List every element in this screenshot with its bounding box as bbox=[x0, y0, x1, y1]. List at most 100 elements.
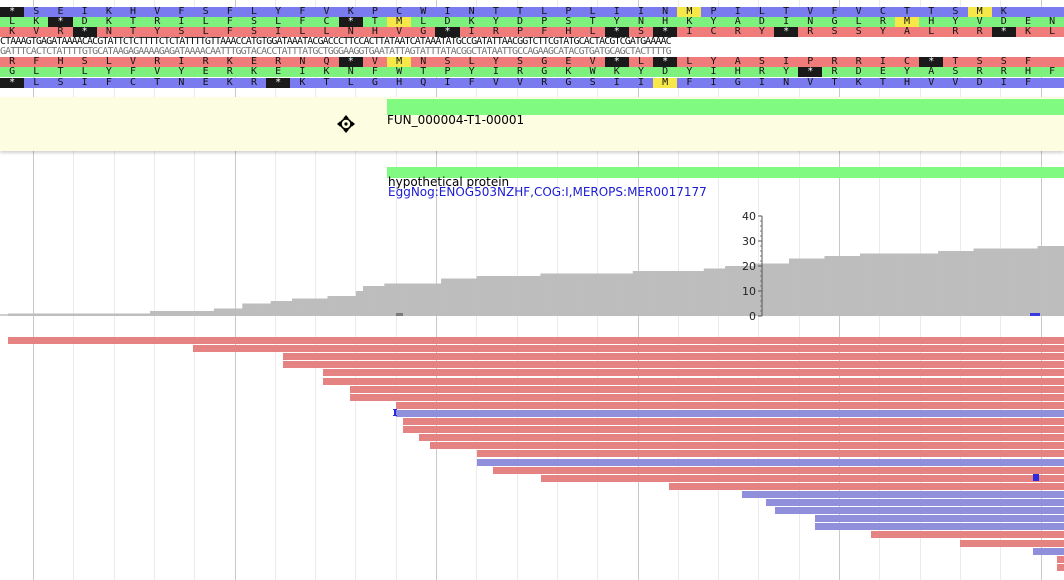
coverage-bar bbox=[1058, 246, 1064, 316]
amino-acid: R bbox=[154, 17, 161, 27]
coverage-bar bbox=[228, 308, 236, 316]
coverage-bar bbox=[987, 248, 996, 316]
coverage-bar bbox=[938, 251, 946, 316]
forward-read[interactable] bbox=[541, 474, 1064, 482]
amino-acid: S bbox=[33, 7, 40, 17]
forward-read[interactable] bbox=[403, 418, 1064, 425]
coverage-bar bbox=[618, 273, 626, 316]
amino-acid: D bbox=[444, 17, 451, 27]
reverse-read[interactable] bbox=[775, 507, 1064, 515]
amino-acid: P bbox=[517, 27, 524, 37]
coverage-bar bbox=[64, 313, 73, 316]
coverage-bar bbox=[448, 278, 456, 316]
amino-acid: C bbox=[396, 7, 403, 17]
amino-acid: R bbox=[275, 57, 282, 67]
amino-acid: L bbox=[33, 78, 40, 88]
forward-read[interactable] bbox=[350, 385, 1064, 393]
reverse-read[interactable] bbox=[766, 499, 1064, 506]
amino-acid: * bbox=[653, 27, 678, 37]
grid-line bbox=[114, 0, 115, 580]
coverage-bar bbox=[22, 313, 30, 316]
coverage-bar bbox=[441, 278, 449, 316]
amino-acid: Y bbox=[758, 27, 765, 37]
coverage-bar bbox=[895, 253, 903, 316]
forward-read[interactable] bbox=[1057, 563, 1064, 571]
forward-read[interactable] bbox=[323, 369, 1064, 377]
forward-read[interactable] bbox=[669, 482, 1064, 490]
forward-read[interactable] bbox=[871, 531, 1064, 539]
reverse-read[interactable] bbox=[815, 515, 1064, 523]
amino-acid: M bbox=[387, 17, 412, 27]
amino-acid: Y bbox=[468, 67, 475, 77]
amino-acid: H bbox=[904, 78, 911, 88]
amino-acid: K bbox=[250, 67, 257, 77]
coverage-bar bbox=[512, 276, 520, 316]
annotation-feature-bar[interactable] bbox=[387, 167, 1064, 178]
coverage-bar bbox=[405, 283, 413, 316]
amino-acid: * bbox=[48, 17, 73, 27]
reverse-read[interactable] bbox=[742, 490, 1064, 498]
reverse-read[interactable] bbox=[1033, 547, 1064, 555]
amino-acid: * bbox=[0, 7, 25, 17]
forward-read[interactable] bbox=[493, 466, 1064, 474]
amino-acid: M bbox=[677, 7, 702, 17]
amino-acid: V bbox=[154, 67, 161, 77]
amino-acid: R bbox=[226, 67, 233, 77]
grid-line bbox=[194, 0, 195, 580]
amino-acid: E bbox=[275, 67, 282, 77]
amino-acid: N bbox=[783, 78, 790, 88]
dna-forward: CTAAAGTGAGATAAAACACGTATTCTCTTTTCTCTATTTT… bbox=[0, 37, 1064, 47]
reverse-read[interactable] bbox=[815, 523, 1064, 531]
amino-acid: C bbox=[130, 78, 137, 88]
amino-acid: G bbox=[565, 78, 572, 88]
reverse-read[interactable] bbox=[477, 458, 1064, 466]
forward-read[interactable] bbox=[193, 345, 1064, 353]
forward-read[interactable] bbox=[8, 337, 1064, 344]
amino-acid: L bbox=[468, 57, 475, 67]
coverage-bar bbox=[611, 273, 619, 316]
forward-read[interactable] bbox=[403, 426, 1064, 434]
amino-acid: K bbox=[323, 67, 330, 77]
coverage-bar bbox=[50, 313, 58, 316]
gene-feature-bar[interactable] bbox=[387, 99, 1064, 115]
amino-acid: S bbox=[831, 27, 838, 37]
reverse-read[interactable] bbox=[396, 409, 1064, 417]
forward-read[interactable] bbox=[1057, 555, 1064, 563]
amino-acid: G bbox=[831, 17, 838, 27]
coverage-bar bbox=[923, 253, 932, 316]
forward-read[interactable] bbox=[477, 450, 1064, 458]
mismatch-marker bbox=[1033, 474, 1039, 481]
forward-read[interactable] bbox=[323, 377, 1064, 385]
amino-acid: N bbox=[662, 7, 669, 17]
amino-acid: K bbox=[226, 57, 233, 67]
coverage-bar bbox=[355, 291, 364, 316]
coverage-bar bbox=[1044, 246, 1052, 316]
amino-acid: I bbox=[444, 7, 451, 17]
coverage-bar bbox=[554, 273, 563, 316]
forward-read[interactable] bbox=[419, 434, 1064, 442]
forward-read[interactable] bbox=[430, 442, 1064, 450]
amino-acid: K bbox=[855, 78, 862, 88]
amino-acid: V bbox=[371, 57, 378, 67]
forward-read[interactable] bbox=[396, 401, 1064, 409]
amino-acid: F bbox=[541, 27, 548, 37]
amino-acid: R bbox=[855, 57, 862, 67]
coverage-bar bbox=[370, 286, 378, 316]
coverage-bar bbox=[654, 271, 662, 316]
coverage-bar bbox=[774, 263, 783, 316]
forward-read[interactable] bbox=[350, 393, 1064, 401]
amino-acid: V bbox=[154, 7, 161, 17]
amino-acid: S bbox=[637, 27, 644, 37]
forward-read[interactable] bbox=[283, 361, 1064, 369]
amino-acid: C bbox=[323, 17, 330, 27]
forward-read[interactable] bbox=[283, 353, 1064, 361]
coverage-bar bbox=[178, 311, 186, 316]
coverage-bar bbox=[668, 271, 676, 316]
forward-read[interactable] bbox=[960, 539, 1064, 547]
frame-minus-2: G L T L Y F V Y E R K E I K N F W T P Y I R G K W K Y D Y I H R Y * R D E Y A S… bbox=[0, 67, 1064, 77]
amino-acid: A bbox=[734, 57, 741, 67]
coverage-bar bbox=[682, 271, 690, 316]
coverage-bar bbox=[931, 253, 939, 316]
amino-acid: S bbox=[444, 57, 451, 67]
amino-acid: S bbox=[1000, 57, 1007, 67]
